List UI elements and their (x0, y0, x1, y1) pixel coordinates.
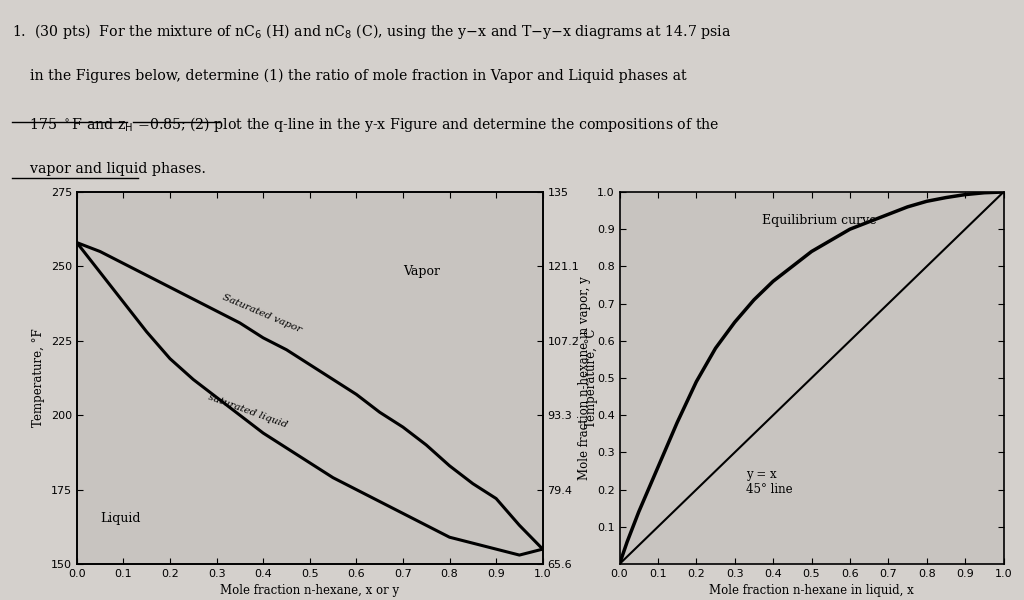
Text: y = x
45° line: y = x 45° line (746, 468, 793, 496)
Text: saturated liquid: saturated liquid (207, 392, 289, 429)
Text: Saturated vapor: Saturated vapor (221, 292, 303, 334)
Text: Vapor: Vapor (403, 265, 440, 278)
Text: in the Figures below, determine (1) the ratio of mole fraction in Vapor and Liqu: in the Figures below, determine (1) the … (12, 68, 687, 83)
Y-axis label: Temperature, °C: Temperature, °C (585, 328, 598, 428)
X-axis label: Mole fraction n-hexane, x or y: Mole fraction n-hexane, x or y (220, 584, 399, 598)
Y-axis label: Mole fraction n-hexane in vapor, y: Mole fraction n-hexane in vapor, y (579, 276, 591, 480)
Text: 1.  (30 pts)  For the mixture of nC$_6$ (H) and nC$_8$ (C), using the y$-$x and : 1. (30 pts) For the mixture of nC$_6$ (H… (12, 22, 731, 41)
X-axis label: Mole fraction n-hexane in liquid, x: Mole fraction n-hexane in liquid, x (710, 584, 913, 598)
Y-axis label: Temperature, °F: Temperature, °F (32, 329, 45, 427)
Text: vapor and liquid phases.: vapor and liquid phases. (12, 162, 206, 176)
Text: Equilibrium curve: Equilibrium curve (762, 214, 877, 227)
Text: 175 $^\circ$F and z$_\mathrm{H}$ =0.85; (2) plot the q-line in the y-x Figure an: 175 $^\circ$F and z$_\mathrm{H}$ =0.85; … (12, 115, 720, 134)
Text: Liquid: Liquid (100, 512, 140, 526)
